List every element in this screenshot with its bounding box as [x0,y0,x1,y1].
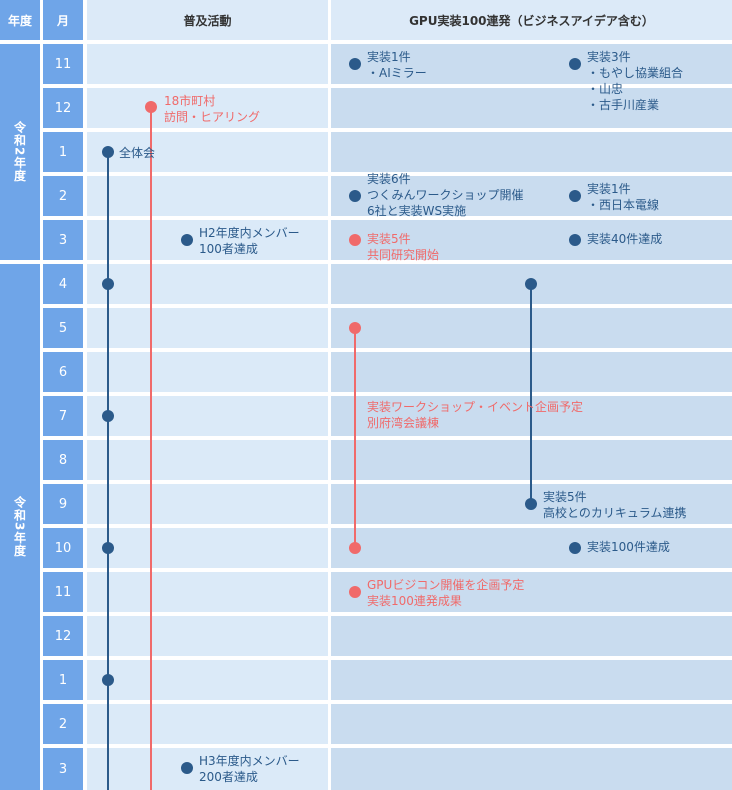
fukyu-row [87,220,328,260]
milestone-dot [569,190,581,202]
fukyu-row [87,264,328,304]
event-zentai: 全体会 [119,146,156,160]
event-h3-member: H3年度内メンバー 200者達成 [199,754,300,784]
gpu-row [331,572,732,612]
milestone-dot [349,190,361,202]
event-18shi: 18市町村 訪問・ヒアリング [164,94,261,124]
milestone-dot [569,58,581,70]
fukyu-row [87,308,328,348]
month-cell: 6 [43,352,83,392]
gpu-row [331,660,732,700]
month-cell: 1 [43,132,83,172]
month-cell: 8 [43,440,83,480]
month-cell: 4 [43,264,83,304]
gpu-red-timeline [354,327,356,547]
event-gpu-2-a: 実装6件 つくみんワークショップ開催 6社と実装WS実施 [367,172,524,218]
month-cell: 1 [43,660,83,700]
milestone-dot [349,322,361,334]
month-cell: 12 [43,616,83,656]
header-fukyu: 普及活動 [87,0,328,40]
event-gpu-11-c: GPUビジコン開催を企画予定 実装100連発成果 [367,578,525,608]
month-cell: 3 [43,748,83,790]
fukyu-row [87,528,328,568]
event-h2-member: H2年度内メンバー 100者達成 [199,226,300,256]
fukyu-row [87,484,328,524]
header-month: 月 [43,0,83,40]
milestone-dot [102,674,114,686]
fukyu-row [87,352,328,392]
gpu-row [331,748,732,790]
milestone-dot [181,762,193,774]
month-cell: 5 [43,308,83,348]
fukyu-row [87,176,328,216]
milestone-dot [525,498,537,510]
gpu-row [331,132,732,172]
event-gpu-7: 実装ワークショップ・イベント企画予定 別府湾会議棟 [367,400,584,430]
milestone-dot [181,234,193,246]
milestone-dot [569,234,581,246]
milestone-dot [102,278,114,290]
month-cell: 2 [43,704,83,744]
month-cell: 9 [43,484,83,524]
month-cell: 3 [43,220,83,260]
milestone-dot [102,542,114,554]
fukyu-row [87,748,328,790]
year-reiwa3: 令和3年度 [0,264,40,790]
milestone-dot [349,234,361,246]
event-gpu-11-a: 実装1件 ・AIミラー [367,50,427,80]
milestone-dot [349,58,361,70]
fukyu-row [87,572,328,612]
month-cell: 7 [43,396,83,436]
event-gpu-3-a: 実装5件 共同研究開始 [367,232,440,262]
event-gpu-3-b: 実装40件達成 [587,232,663,246]
milestone-dot [349,586,361,598]
month-cell: 12 [43,88,83,128]
gpu-row [331,528,732,568]
fukyu-row [87,616,328,656]
gpu-row [331,220,732,260]
month-cell: 2 [43,176,83,216]
fukyu-row [87,396,328,436]
gpu-row [331,176,732,216]
month-cell: 10 [43,528,83,568]
event-gpu-9: 実装5件 高校とのカリキュラム連携 [543,490,687,520]
event-gpu-11-b: 実装3件 ・もやし協業組合 ・山忠 ・古手川産業 [587,50,684,112]
gpu-row [331,44,732,84]
gpu-row [331,88,732,128]
month-cell: 11 [43,572,83,612]
header-year: 年度 [0,0,40,40]
fukyu-row [87,660,328,700]
gpu-row [331,616,732,656]
fukyu-row [87,88,328,128]
milestone-dot [102,146,114,158]
gpu-row [331,704,732,744]
fukyu-row [87,440,328,480]
milestone-dot [102,410,114,422]
milestone-dot [569,542,581,554]
month-cell: 11 [43,44,83,84]
event-gpu-2-b: 実装1件 ・西日本電線 [587,182,660,212]
event-gpu-10: 実装100件達成 [587,540,670,554]
fukyu-row [87,132,328,172]
fukyu-row [87,704,328,744]
fukyu-red-timeline [150,107,152,790]
milestone-dot [525,278,537,290]
fukyu-blue-timeline [107,151,109,790]
gpu-blue-timeline [530,283,532,503]
milestone-dot [145,101,157,113]
milestone-dot [349,542,361,554]
year-reiwa2: 令和2年度 [0,44,40,260]
fukyu-row [87,44,328,84]
header-gpu: GPU実装100連発（ビジネスアイデア含む） [331,0,732,40]
